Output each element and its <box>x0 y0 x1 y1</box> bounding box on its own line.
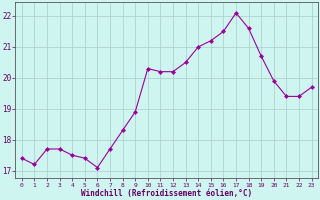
X-axis label: Windchill (Refroidissement éolien,°C): Windchill (Refroidissement éolien,°C) <box>81 189 252 198</box>
